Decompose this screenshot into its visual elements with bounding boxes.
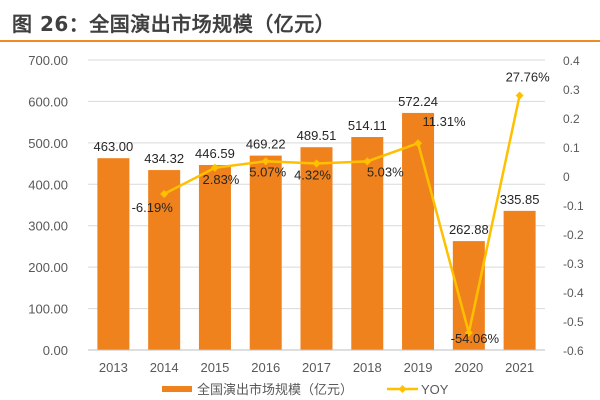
title-rule <box>0 40 600 42</box>
right-tick-label: 0.3 <box>563 83 580 97</box>
right-tick-label: 0.2 <box>563 112 580 126</box>
yoy-marker-2021 <box>515 91 524 100</box>
chart-title: 图 26：全国演出市场规模（亿元） <box>12 12 336 36</box>
yoy-line <box>163 95 521 334</box>
right-tick-label: -0.5 <box>563 315 584 329</box>
yoy-label: 2.83% <box>203 172 240 187</box>
left-tick-label: 200.00 <box>28 260 68 275</box>
bar-value-label: 434.32 <box>144 151 184 166</box>
bar-2016 <box>249 155 282 350</box>
legend-bar-swatch <box>162 386 192 392</box>
x-tick-label: 2015 <box>200 360 229 375</box>
yoy-label: 27.76% <box>506 69 551 84</box>
legend-line-marker <box>398 385 407 393</box>
x-tick-label: 2020 <box>454 360 483 375</box>
left-tick-label: 100.00 <box>28 302 68 317</box>
yoy-label: -6.19% <box>132 200 174 215</box>
right-tick-label: 0 <box>563 170 570 184</box>
x-tick-label: 2014 <box>150 360 179 375</box>
right-tick-label: 0.1 <box>563 141 580 155</box>
yoy-marker-2020 <box>464 328 473 337</box>
right-tick-label: -0.1 <box>563 199 584 213</box>
yoy-label: 4.32% <box>294 167 331 182</box>
right-tick-label: -0.3 <box>563 257 584 271</box>
legend-bar-label: 全国演出市场规模（亿元） <box>197 382 353 397</box>
bar-value-label: 514.11 <box>348 118 387 133</box>
bar-2014 <box>148 170 181 350</box>
yoy-marker-2014 <box>160 189 169 198</box>
bar-value-label: 446.59 <box>195 146 235 161</box>
yoy-marker-2018 <box>363 157 372 166</box>
bar-2013 <box>97 158 130 350</box>
right-tick-label: -0.4 <box>563 286 584 300</box>
yoy-label: 11.31% <box>422 114 466 129</box>
yoy-marker-2015 <box>210 163 219 172</box>
left-tick-label: 500.00 <box>28 136 68 151</box>
yoy-marker-2016 <box>261 157 270 166</box>
bar-value-label: 489.51 <box>297 128 337 143</box>
bar-value-label: 463.00 <box>94 139 134 154</box>
bar-2017 <box>300 147 333 350</box>
bar-2018 <box>351 137 384 350</box>
x-tick-label: 2013 <box>99 360 128 375</box>
left-tick-label: 600.00 <box>28 94 68 109</box>
x-tick-label: 2016 <box>251 360 280 375</box>
yoy-marker-2017 <box>312 159 321 168</box>
x-tick-label: 2018 <box>353 360 382 375</box>
left-tick-label: 700.00 <box>28 53 68 68</box>
bar-value-label: 469.22 <box>246 137 286 152</box>
bar-value-label: 262.88 <box>449 222 489 237</box>
x-tick-label: 2019 <box>404 360 433 375</box>
x-tick-label: 2021 <box>505 360 534 375</box>
bar-value-label: 572.24 <box>398 94 438 109</box>
right-tick-label: -0.6 <box>563 344 584 358</box>
yoy-label: -54.06% <box>451 331 500 346</box>
left-tick-label: 0.00 <box>43 343 68 358</box>
bar-2015 <box>198 164 231 350</box>
right-tick-label: 0.4 <box>563 54 580 68</box>
x-tick-label: 2017 <box>302 360 331 375</box>
yoy-label: 5.07% <box>249 164 286 179</box>
bar-2021 <box>503 210 536 350</box>
left-tick-label: 300.00 <box>28 219 68 234</box>
yoy-marker-2019 <box>414 139 423 148</box>
left-tick-label: 400.00 <box>28 177 68 192</box>
bar-2019 <box>402 112 435 351</box>
legend-line-label: YOY <box>421 382 449 397</box>
right-tick-label: -0.2 <box>563 228 584 242</box>
yoy-label: 5.03% <box>367 164 404 179</box>
bar-value-label: 335.85 <box>500 192 540 207</box>
